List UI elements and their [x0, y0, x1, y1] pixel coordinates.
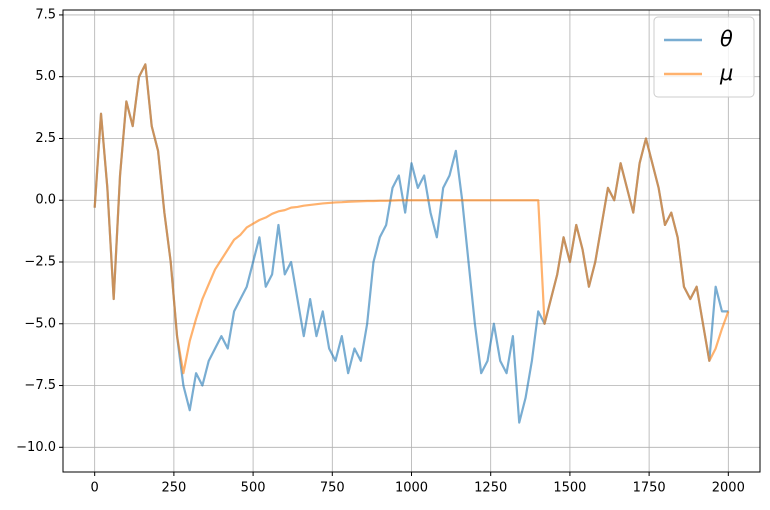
plot-frame — [62, 9, 761, 473]
y-tick-label: −2.5 — [24, 255, 56, 270]
y-tick-label: −5.0 — [24, 316, 56, 331]
legend-label: θ — [720, 27, 733, 51]
y-tick-label: 7.5 — [35, 7, 56, 22]
y-tick-label: −7.5 — [24, 378, 56, 393]
x-tick-label: 750 — [320, 481, 345, 496]
x-tick-label: 500 — [241, 481, 266, 496]
x-tick-label: 250 — [161, 481, 186, 496]
x-tick-label: 1500 — [553, 481, 586, 496]
legend-label: μ — [719, 61, 733, 85]
x-tick-label: 0 — [91, 481, 99, 496]
x-tick-label: 1750 — [633, 481, 666, 496]
x-tick-label: 1250 — [474, 481, 507, 496]
legend-box — [653, 16, 755, 98]
y-tick-label: −10.0 — [16, 440, 56, 455]
y-tick-label: 2.5 — [35, 131, 56, 146]
x-tick-label: 1000 — [395, 481, 428, 496]
y-tick-label: 5.0 — [35, 69, 56, 84]
series-line — [93, 63, 730, 375]
y-tick-label: 0.0 — [35, 193, 56, 208]
x-tick-label: 2000 — [712, 481, 745, 496]
